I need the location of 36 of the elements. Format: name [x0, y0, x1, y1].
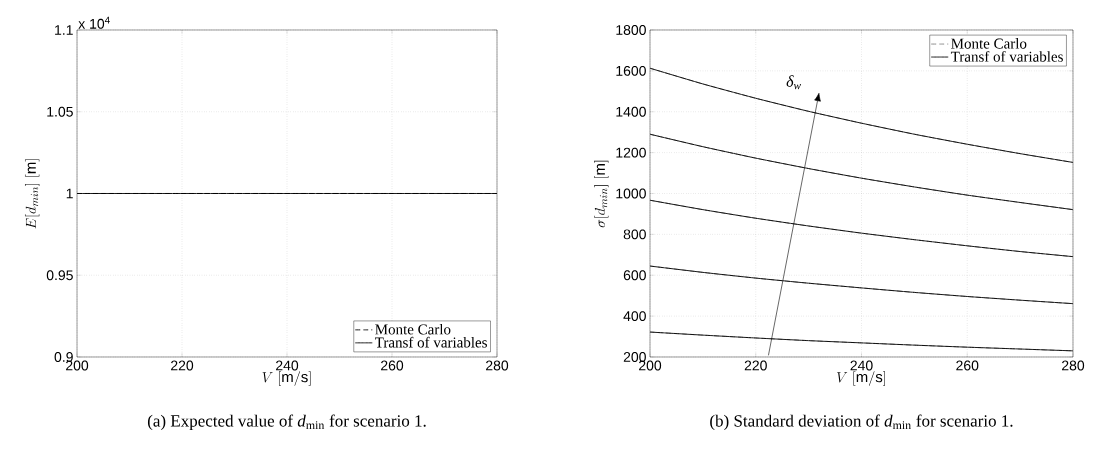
y-tick-label: 1000	[616, 188, 646, 199]
y-axis-title: $\sigma[d_{min}]\ [\mathrm{m}]$	[594, 160, 609, 228]
y-tick-label: 1200	[616, 147, 646, 158]
annotation: δ$_{w}$	[786, 75, 801, 90]
text: (b) Standard deviation of d$_{min}$ for scenario 1.	[710, 414, 1013, 431]
x-tick-label: 220	[744, 360, 767, 371]
y-tick-label: 600	[623, 270, 646, 281]
y-tick-label: 400	[623, 311, 646, 322]
x-tick-label: 200	[639, 360, 662, 371]
x-tick-label: 260	[381, 360, 404, 371]
x-tick-label: 200	[66, 360, 89, 371]
legend-label: Transf of variables	[375, 336, 487, 348]
y-tick-label: 0.9	[54, 352, 73, 362]
x-tick-label: 280	[1062, 360, 1085, 371]
y-tick-label: 1.05	[47, 106, 73, 117]
text: (a) Expected value of d$_{min}$ for scenario 1.	[147, 414, 426, 431]
y-tick-label: 200	[623, 352, 646, 362]
y-axis-title: $E[d_{min}]\ [\mathrm{m}]$	[24, 159, 40, 229]
y-tick-label: 1400	[616, 106, 646, 117]
y-tick-label: 1600	[616, 65, 646, 76]
legend-label: Transf of variables	[950, 51, 1063, 62]
y-tick-label: 1	[66, 188, 73, 199]
text: x 10$^{4}$	[78, 16, 110, 29]
legend-label: Monte Carlo	[375, 323, 451, 335]
y-tick-label: 1.1	[55, 25, 73, 35]
x-tick-label: 260	[956, 360, 979, 371]
x-axis-title: $V\ [\mathrm{m/s}]$	[262, 371, 311, 386]
y-tick-label: 1800	[616, 25, 646, 35]
x-tick-label: 240	[276, 360, 299, 371]
y-tick-label: 0.95	[46, 270, 73, 281]
x-tick-label: 280	[486, 360, 509, 371]
x-tick-label: 240	[850, 360, 873, 371]
x-tick-label: 220	[171, 360, 194, 371]
x-axis-title: $V\ [\mathrm{m/s}]$	[837, 371, 885, 386]
legend-label: Monte Carlo	[951, 38, 1027, 49]
y-tick-label: 800	[623, 229, 646, 240]
